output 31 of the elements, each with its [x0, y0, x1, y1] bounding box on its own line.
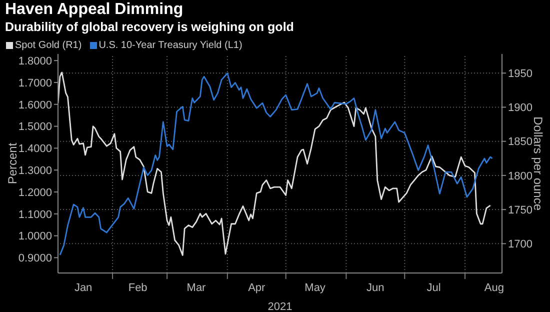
y-tick-label: 1.4000	[18, 143, 52, 156]
x-tick-label: Jul	[426, 282, 441, 294]
y-tick-label: 1.0000	[18, 230, 52, 243]
y2-tick-label: 1750	[508, 204, 532, 216]
y2-tick-label: 1900	[508, 102, 532, 114]
x-axis-title: 2021	[268, 301, 292, 312]
x-tick-label: Jan	[74, 282, 92, 294]
x-tick-label: Aug	[484, 282, 504, 294]
y-tick-label: 1.3000	[18, 164, 52, 177]
y2-tick-label: 1800	[508, 170, 532, 182]
x-tick-label: Apr	[248, 282, 266, 294]
y-tick-label: 1.6000	[18, 99, 52, 112]
legend-label: Spot Gold (R1)	[15, 40, 82, 51]
y2-axis-title: Dollars per ounce	[530, 116, 545, 211]
legend-label: U.S. 10-Year Treasury Yield (L1)	[98, 40, 242, 51]
chart-subtitle: Durability of global recovery is weighing on gold	[5, 20, 294, 34]
y2-tick-label: 1850	[508, 136, 532, 148]
x-tick-label: Mar	[186, 282, 206, 294]
x-tick-label: Jun	[366, 282, 384, 294]
y-tick-label: 1.7000	[18, 77, 52, 90]
x-tick-label: May	[304, 282, 326, 294]
y-tick-label: 1.2000	[18, 186, 52, 199]
y2-tick-label: 1950	[508, 68, 532, 80]
y-tick-label: 1.1000	[18, 208, 52, 221]
y-axis-title: Percent	[5, 142, 20, 184]
chart-title: Haven Appeal Dimming	[5, 1, 184, 19]
y2-tick-label: 1700	[508, 238, 532, 251]
x-tick-label: Feb	[128, 282, 148, 294]
y-tick-label: 0.9000	[18, 252, 52, 265]
y-tick-label: 1.5000	[18, 121, 52, 134]
y-tick-label: 1.8000	[18, 55, 52, 68]
